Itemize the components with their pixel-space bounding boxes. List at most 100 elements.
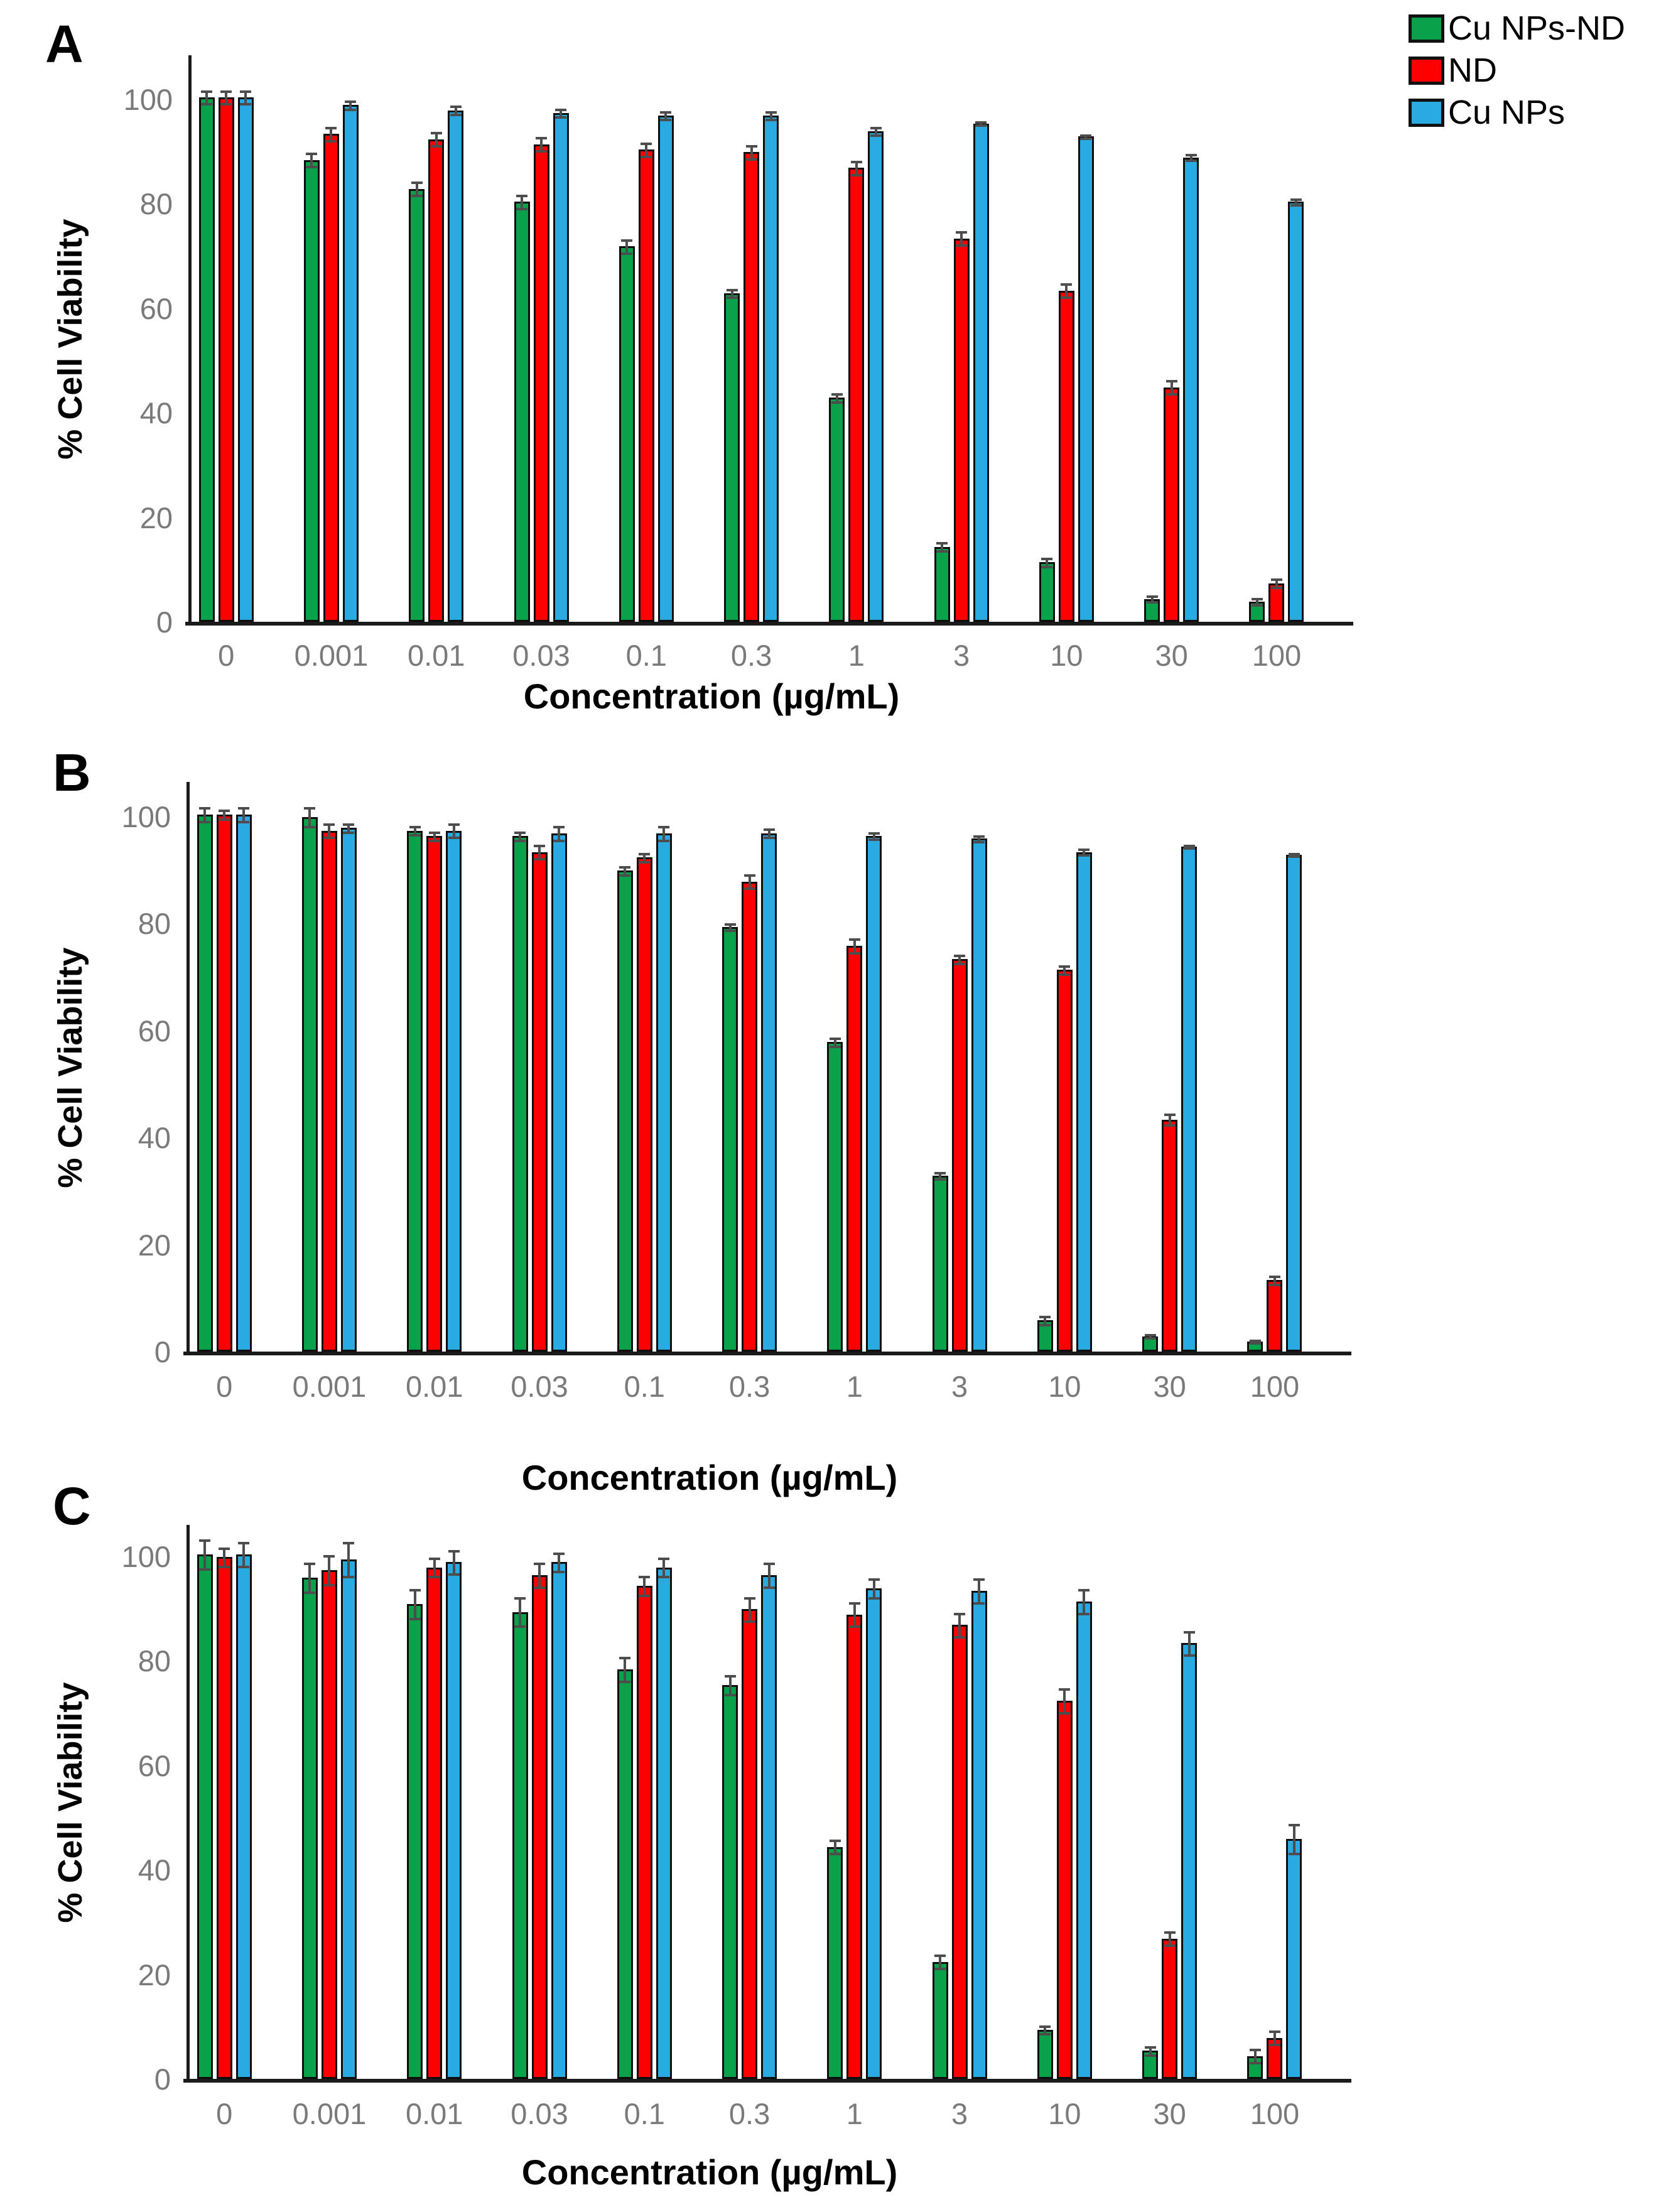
error-bar-line [538, 844, 541, 861]
error-bar-cap-top [238, 807, 250, 810]
error-bar-line [244, 90, 247, 106]
error-bar [1251, 598, 1263, 607]
bar-cu-nps-nd [827, 1846, 843, 2079]
bar-nd [951, 959, 968, 1352]
error-bar-cap-top [199, 807, 211, 810]
error-bar [536, 137, 548, 153]
panel-b-plot-area: 0 20 40 60 80 100 0 0.001 0.01 0.03 0.1 0.3 1 3 10 30 10… [122, 782, 1351, 1401]
error-bar [1183, 844, 1195, 850]
error-bar-cap-top [870, 126, 882, 129]
error-bar-cap-bottom [829, 1853, 841, 1856]
error-bar-line [519, 831, 522, 842]
error-bar-line [624, 1657, 627, 1683]
error-bar-line [349, 100, 352, 111]
error-bar-cap-bottom [428, 839, 440, 842]
error-bar-cap-top [450, 106, 462, 109]
error-bar [1288, 1824, 1300, 1856]
error-bar-cap-top [220, 90, 232, 93]
error-bar-line [1168, 1931, 1171, 1947]
bar-cu-nps [342, 105, 359, 622]
error-bar-cap-bottom [553, 839, 565, 842]
error-bar [514, 1597, 526, 1629]
bar-nd [1058, 290, 1074, 622]
error-bar-line [769, 111, 772, 122]
bar-cu-nps [763, 116, 779, 622]
error-bar [1183, 1630, 1195, 1657]
error-bar [724, 923, 736, 932]
error-bar-line [308, 1563, 311, 1595]
error-bar [450, 106, 462, 117]
error-bar-cap-bottom [343, 1576, 355, 1579]
bar-cu-nps [1076, 1601, 1092, 2079]
bar-cu-nps-nd [724, 293, 740, 622]
error-bar-cap-bottom [1039, 1323, 1051, 1326]
error-bar [744, 874, 755, 891]
bar-cu-nps [235, 1554, 252, 2079]
error-bar-cap-top [1288, 852, 1300, 855]
error-bar-cap-top [973, 835, 985, 838]
bar-cu-nps-nd [303, 160, 320, 622]
error-bar-cap-bottom [660, 119, 672, 122]
error-bar [428, 1558, 440, 1579]
error-bar-cap-top [553, 1552, 565, 1555]
bar-nd [428, 139, 445, 622]
bar-cu-nps-nd [512, 836, 528, 1352]
error-bar-cap-bottom [745, 158, 757, 161]
error-bar-cap-top [448, 1549, 460, 1553]
panel-c-plot-area: 0 20 40 60 80 100 0 0.001 0.01 0.03 0.1 0.3 1 3 10 30 10… [122, 1525, 1351, 2128]
error-bar-line [853, 938, 856, 955]
error-bar-cap-bottom [1183, 847, 1195, 850]
error-bar-cap-bottom [220, 103, 232, 106]
error-bar-cap-top [304, 807, 316, 810]
error-bar-line [330, 126, 333, 143]
x-tick-label: 10 [1050, 639, 1083, 672]
error-bar-cap-top [660, 111, 672, 114]
error-bar [1039, 1315, 1051, 1326]
error-bar-line [728, 1675, 732, 1696]
error-bar-line [1065, 283, 1068, 300]
bar-cu-nps [656, 1567, 672, 2079]
error-bar-cap-top [934, 1172, 946, 1175]
chart-legend: Cu NPs-ND ND Cu NPs [1409, 11, 1625, 138]
error-bar [658, 1558, 670, 1579]
bar-cu-nps [551, 833, 567, 1352]
error-bar [411, 182, 423, 198]
error-bar [1080, 134, 1092, 140]
error-bar [1059, 1688, 1071, 1715]
error-bar [934, 1954, 946, 1971]
error-bar-line [1084, 134, 1088, 140]
error-bar-cap-top [641, 142, 652, 145]
error-bar-cap-bottom [1288, 1853, 1300, 1856]
error-bar-cap-bottom [934, 1178, 946, 1181]
bar-cu-nps-nd [829, 398, 845, 622]
error-bar-line [835, 393, 838, 404]
error-bar-cap-bottom [219, 1565, 230, 1568]
error-bar-cap-bottom [514, 839, 526, 842]
error-bar-cap-top [868, 1578, 880, 1581]
error-bar-cap-top [409, 1589, 421, 1592]
bar-cu-nps [1078, 136, 1094, 622]
error-bar [1144, 1334, 1156, 1340]
bar-nd [638, 149, 654, 622]
error-bar [1290, 198, 1302, 207]
error-bar-cap-top [639, 852, 651, 855]
error-bar-cap-top [240, 90, 252, 93]
error-bar [238, 807, 250, 823]
x-tick-label: 0.001 [294, 639, 369, 672]
error-bar-line [1275, 578, 1278, 590]
bar-cu-nps [1286, 1839, 1302, 2079]
error-bar-cap-bottom [763, 837, 775, 840]
error-bar [534, 1563, 546, 1590]
panel-b-x-axis-title: Concentration (µg/mL) [521, 1458, 898, 1497]
error-bar-line [1292, 852, 1295, 859]
error-bar-line [310, 153, 313, 169]
error-bar-line [1255, 598, 1258, 607]
error-bar-cap-top [1144, 2046, 1156, 2049]
error-bar [868, 832, 880, 841]
error-bar-cap-bottom [553, 1571, 565, 1574]
error-bar-cap-top [936, 542, 948, 545]
bar-nd [1162, 1119, 1178, 1352]
error-bar-cap-top [973, 1578, 985, 1581]
error-bar-line [939, 1172, 942, 1181]
bar-cu-nps [866, 1588, 882, 2079]
